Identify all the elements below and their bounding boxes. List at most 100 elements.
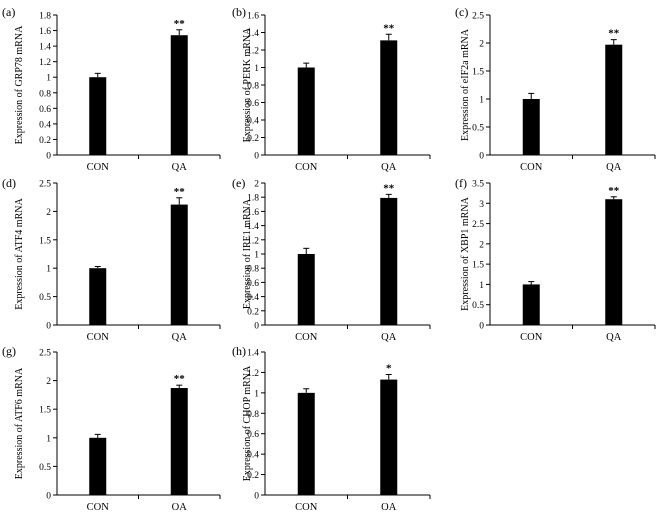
y-tick-label: 1.5 [39,236,51,246]
bar-qa [380,379,398,495]
y-tick-label: 0.2 [247,471,259,481]
x-tick-label: QA [381,162,397,173]
y-tick-label: 2.5 [472,12,484,22]
y-tick-label: 0.5 [472,124,484,134]
y-tick-label: 0 [479,152,484,162]
y-tick-label: 2.5 [39,180,51,190]
y-tick-label: 0.6 [247,99,259,109]
y-tick-label: 0 [254,492,259,502]
significance-label: ** [174,373,186,385]
y-tick-label: 1.6 [247,12,259,22]
y-axis-title: Expression of ATF4 mRNA [14,198,25,310]
y-axis-title: Expression of eIF2a mRNA [460,28,471,141]
y-tick-label: 0.5 [39,463,51,473]
chart-panel-5: (e) 0 0.2 0.4 0.6 0.8 1 1.2 1.4 1.6 1.8 2Expression… [232,176,431,343]
y-tick-label: 1 [479,281,484,291]
significance-label: ** [608,28,620,40]
y-tick-label: 1.2 [247,47,259,57]
y-tick-label: 2 [479,240,484,250]
y-axis-title: Expression of PERK mRNA [242,27,253,143]
x-tick-label: QA [172,162,188,173]
chart-panel-1: (a) 0 0.2 0.4 0.6 0.8 1 1.2 1.4 1.6 1.8 Expression … [2,5,221,173]
x-tick-label: CON [87,162,110,173]
y-tick-label: 0.2 [247,307,259,317]
bar-con [89,437,107,495]
y-tick-label: 0 [46,152,51,162]
y-tick-label: 0.5 [39,293,51,303]
y-tick-label: 1 [46,265,51,275]
panel-label: (d) [2,176,16,190]
y-tick-label: 2 [46,208,51,218]
y-tick-label: 0 [254,152,259,162]
x-tick-label: CON [295,162,318,173]
y-tick-label: 0 [254,322,259,332]
y-tick-label: 1 [254,251,259,261]
y-axis-title: Expression of GRP78 mRNA [14,25,25,144]
y-tick-label: 1.4 [39,43,51,53]
y-tick-label: 0 [46,492,51,502]
y-tick-label: 0.4 [247,451,259,461]
y-tick-label: 0.8 [39,89,51,99]
bar-qa [380,197,398,325]
y-axis-title: Expression of CHOP mRNA [242,365,253,481]
significance-label: ** [383,22,395,34]
significance-label: ** [383,182,395,194]
x-tick-label: QA [381,332,397,343]
y-tick-label: 1.5 [39,406,51,416]
significance-label: ** [608,185,620,197]
y-tick-label: 0.6 [39,105,51,115]
y-tick-label: 0.4 [39,120,51,130]
bar-con [297,67,315,155]
bar-qa [605,44,623,155]
y-tick-label: 2 [479,40,484,50]
panel-label: (a) [2,5,15,19]
y-tick-label: 0.2 [247,134,259,144]
y-tick-label: 1.8 [39,12,51,22]
panel-label: (b) [232,5,246,19]
significance-label: ** [174,18,186,30]
y-tick-label: 3 [479,200,484,210]
chart-panel-4: (d) 0 0.5 1 1.5 2 2.5 Expression of ATF4 mRNA CO… [2,176,221,343]
y-tick-label: 1.2 [247,369,259,379]
x-tick-label: CON [520,332,543,343]
bar-con [522,99,540,155]
y-tick-label: 1 [254,64,259,74]
y-tick-label: 1.4 [247,349,259,359]
significance-label: * [386,362,392,374]
x-tick-label: QA [172,332,188,343]
y-axis-title: Expression of IRE1 mRNA [242,198,253,309]
bar-con [522,284,540,325]
x-tick-label: CON [520,162,543,173]
x-tick-label: QA [381,502,397,510]
bar-qa [605,199,623,325]
y-tick-label: 2 [46,377,51,387]
chart-panel-8: (h) 0 0.2 0.4 0.6 0.8 1 1.2 1.4 Expression of CHO… [232,344,431,513]
y-tick-label: 1 [479,96,484,106]
panel-label: (f) [455,176,467,190]
y-tick-label: 1 [254,389,259,399]
y-tick-label: 1.5 [472,261,484,271]
chart-panel-7: (g) 0 0.5 1 1.5 2 2.5 Expression of ATF6 mRNA CO… [2,344,221,513]
y-tick-label: 0.6 [247,279,259,289]
x-tick-label: CON [87,502,110,510]
y-tick-label: 1.5 [472,68,484,78]
y-tick-label: 0 [479,322,484,332]
y-tick-label: 0.6 [247,430,259,440]
x-tick-label: CON [295,502,318,510]
chart-panel-2: (b) 0 0.2 0.4 0.6 0.8 1 1.2 1.4 1.6 Expression of … [232,5,431,173]
y-tick-label: 0.4 [247,293,259,303]
y-tick-label: 1 [46,74,51,84]
y-tick-label: 0.2 [39,136,51,146]
y-tick-label: 0.5 [472,301,484,311]
y-tick-label: 1.4 [247,222,259,232]
panel-label: (g) [2,344,16,358]
bar-con [89,77,107,155]
bar-con [297,254,315,325]
y-tick-label: 0.8 [247,410,259,420]
y-tick-label: 0.8 [247,265,259,275]
panel-label: (e) [232,176,245,190]
x-tick-label: CON [295,332,318,343]
x-tick-label: QA [606,332,622,343]
bar-qa [170,35,188,155]
bar-qa [170,204,188,325]
